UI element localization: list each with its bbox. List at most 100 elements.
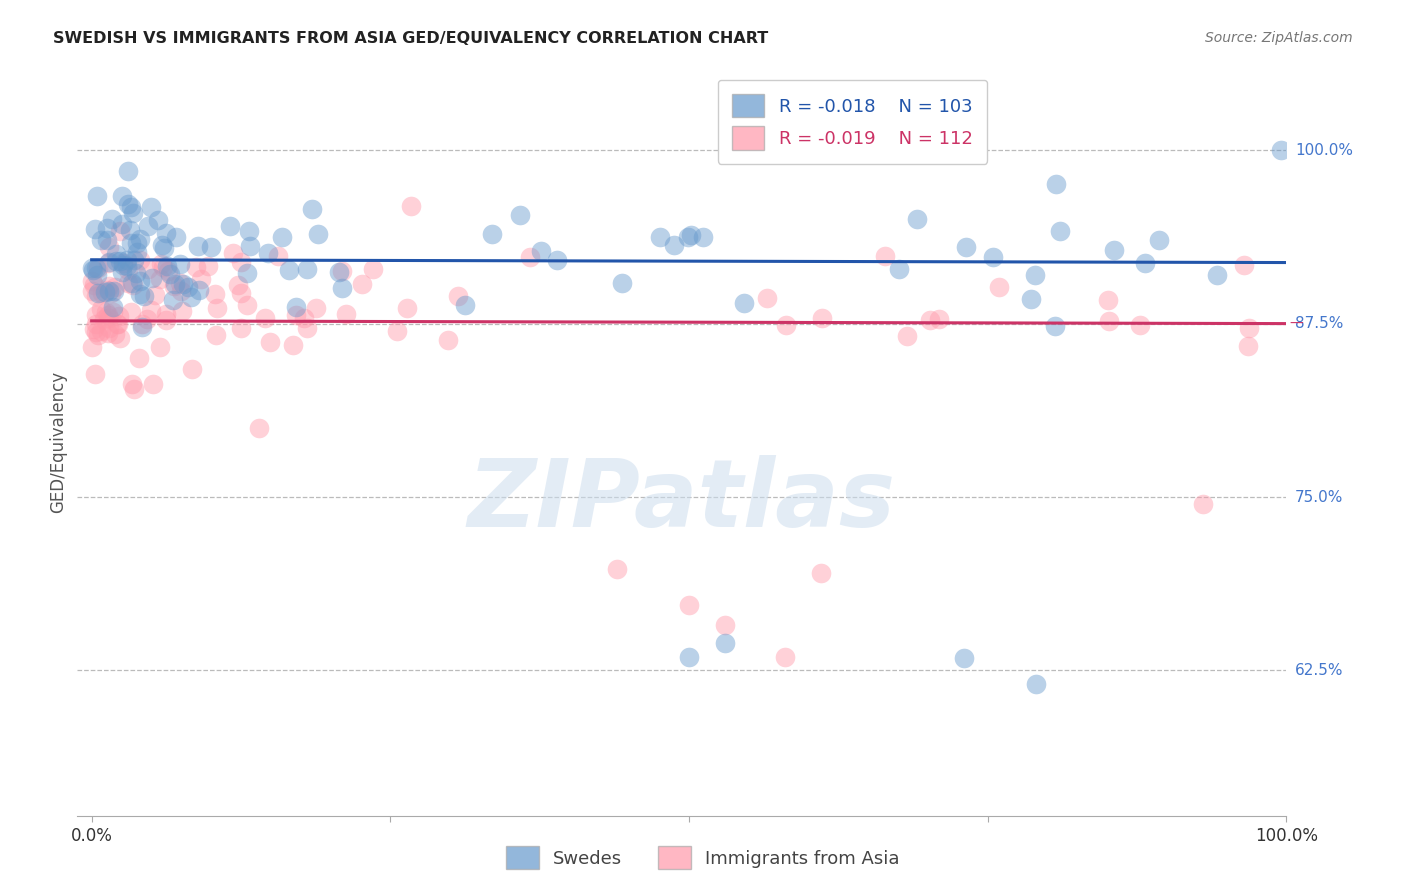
Point (97, 255, 120, 269)
Point (128, 351, 150, 366)
Point (283, 337, 305, 351)
Point (612, 276, 634, 290)
Point (1098, 314, 1121, 328)
Point (136, 219, 159, 233)
Point (170, 303, 193, 318)
Text: SWEDISH VS IMMIGRANTS FROM ASIA GED/EQUIVALENCY CORRELATION CHART: SWEDISH VS IMMIGRANTS FROM ASIA GED/EQUI… (53, 31, 769, 46)
Point (124, 252, 146, 267)
Point (159, 267, 181, 281)
Point (84, 261, 107, 276)
Point (335, 307, 357, 321)
Point (105, 317, 128, 331)
Point (304, 301, 326, 315)
Point (111, 217, 134, 231)
Point (90, 301, 112, 316)
Point (1233, 258, 1256, 272)
Point (907, 212, 929, 227)
Point (955, 240, 977, 254)
Point (83, 278, 105, 293)
Point (80, 274, 103, 288)
Point (187, 239, 209, 253)
Point (153, 241, 176, 255)
Point (1045, 177, 1067, 191)
Point (259, 335, 281, 350)
Point (82, 263, 104, 277)
Point (236, 266, 259, 280)
Point (229, 320, 252, 334)
Point (295, 262, 318, 277)
Point (204, 328, 226, 343)
Point (120, 305, 142, 319)
Point (928, 312, 950, 326)
Point (875, 249, 897, 263)
Point (399, 199, 422, 213)
Point (396, 301, 419, 315)
Point (284, 308, 307, 322)
Point (98, 240, 121, 254)
Point (177, 279, 200, 293)
Point (131, 318, 153, 332)
Point (222, 245, 245, 260)
Point (120, 235, 142, 250)
Point (129, 274, 152, 288)
Point (229, 255, 252, 269)
Point (107, 317, 129, 331)
Point (110, 189, 132, 203)
Point (385, 324, 408, 338)
Point (127, 245, 149, 260)
Point (96, 220, 118, 235)
Text: 87.5%: 87.5% (1295, 316, 1343, 331)
Point (352, 277, 374, 292)
Text: —: — (1289, 317, 1303, 331)
Point (155, 307, 177, 321)
Point (1045, 318, 1067, 333)
Point (239, 239, 262, 253)
Point (1192, 497, 1215, 511)
Point (129, 286, 152, 301)
Point (172, 277, 194, 292)
Point (122, 382, 145, 396)
Point (93, 285, 115, 300)
Point (84, 368, 107, 382)
Point (664, 237, 686, 252)
Point (136, 261, 159, 276)
Point (226, 277, 249, 292)
Point (606, 562, 628, 576)
Point (96, 305, 118, 319)
Point (219, 219, 242, 233)
Point (187, 283, 209, 297)
Point (101, 305, 124, 319)
Point (1135, 256, 1157, 270)
Point (122, 206, 145, 220)
Point (204, 286, 226, 301)
Point (361, 262, 384, 277)
Point (509, 208, 531, 222)
Point (157, 263, 180, 277)
Point (117, 197, 139, 211)
Point (141, 271, 163, 285)
Point (165, 277, 187, 291)
Point (519, 250, 541, 264)
Point (98, 321, 121, 335)
Text: Source: ZipAtlas.com: Source: ZipAtlas.com (1205, 31, 1353, 45)
Point (80, 260, 103, 275)
Point (87, 327, 110, 342)
Text: 100.0%: 100.0% (1295, 143, 1353, 158)
Point (1270, 143, 1292, 157)
Point (146, 212, 169, 227)
Point (97, 326, 120, 340)
Point (530, 244, 553, 259)
Point (256, 246, 278, 260)
Point (180, 362, 202, 376)
Text: ZIPatlas: ZIPatlas (468, 456, 896, 548)
Point (811, 311, 834, 326)
Point (145, 288, 167, 302)
Point (84, 308, 107, 322)
Point (87, 260, 110, 275)
Point (447, 289, 470, 303)
Point (295, 321, 318, 335)
Point (108, 224, 131, 238)
Point (676, 229, 699, 244)
Point (149, 340, 172, 354)
Point (169, 276, 191, 290)
